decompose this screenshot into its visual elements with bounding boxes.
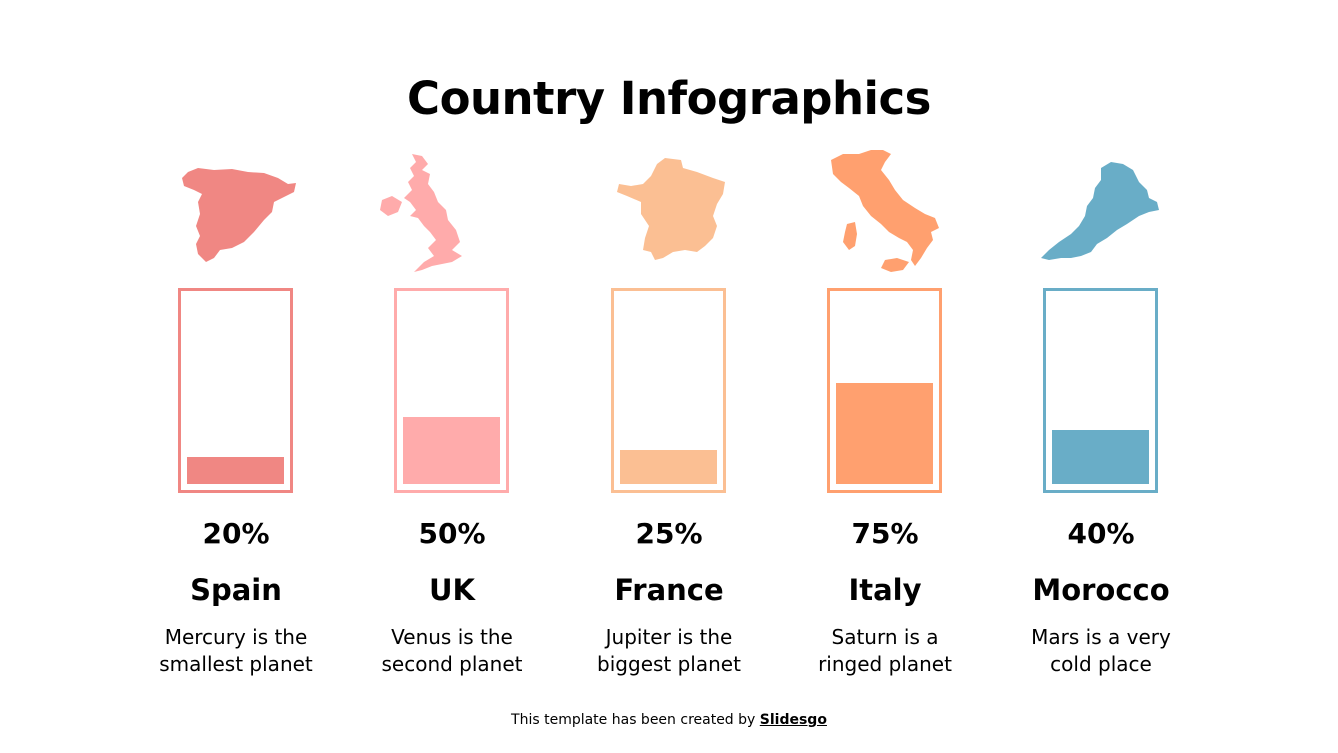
italy-map-icon	[831, 150, 939, 272]
country-column-uk: 50% UK Venus is the second planet	[344, 140, 560, 700]
morocco-map-icon	[1041, 162, 1159, 260]
country-column-morocco: 40% Morocco Mars is a very cold place	[993, 140, 1209, 700]
page-title: Country Infographics	[407, 72, 931, 125]
description-line: ringed planet	[818, 652, 952, 676]
bar-spain	[187, 457, 284, 484]
bar-morocco	[1052, 430, 1149, 484]
country-name: Spain	[190, 573, 282, 607]
country-description: Jupiter is the biggest planet	[561, 624, 777, 678]
bar-france	[620, 450, 717, 484]
country-column-italy: 75% Italy Saturn is a ringed planet	[777, 140, 993, 700]
footer-text: This template has been created by	[511, 712, 760, 728]
bar-italy	[836, 383, 933, 484]
country-description: Mercury is the smallest planet	[128, 624, 344, 678]
country-column-france: 25% France Jupiter is the biggest planet	[561, 140, 777, 700]
country-description: Venus is the second planet	[344, 624, 560, 678]
france-map-icon	[617, 158, 725, 260]
description-line: second planet	[381, 652, 523, 676]
description-line: biggest planet	[597, 652, 741, 676]
country-column-spain: 20% Spain Mercury is the smallest planet	[128, 140, 344, 700]
country-name: Morocco	[1032, 573, 1170, 607]
bar-frame	[394, 288, 509, 493]
value-label: 25%	[635, 517, 703, 550]
country-description: Mars is a very cold place	[993, 624, 1209, 678]
description-line: smallest planet	[159, 652, 313, 676]
description-line: Saturn is a	[831, 625, 939, 649]
bar-frame	[178, 288, 293, 493]
value-label: 20%	[202, 517, 270, 550]
description-line: Mars is a very	[1031, 625, 1171, 649]
bar-frame	[1043, 288, 1158, 493]
footer: This template has been created by Slides…	[0, 712, 1338, 728]
country-name: France	[614, 573, 724, 607]
country-name: Italy	[848, 573, 922, 607]
bar-frame	[611, 288, 726, 493]
spain-map-icon	[182, 168, 296, 262]
bar-frame	[827, 288, 942, 493]
country-description: Saturn is a ringed planet	[777, 624, 993, 678]
value-label: 40%	[1067, 517, 1135, 550]
value-label: 50%	[418, 517, 486, 550]
uk-map-icon	[380, 154, 462, 272]
bar-uk	[403, 417, 500, 484]
description-line: Jupiter is the	[605, 625, 733, 649]
description-line: Mercury is the	[164, 625, 308, 649]
value-label: 75%	[851, 517, 919, 550]
description-line: cold place	[1050, 652, 1152, 676]
description-line: Venus is the	[391, 625, 513, 649]
footer-brand-link[interactable]: Slidesgo	[759, 712, 827, 728]
country-name: UK	[428, 573, 476, 607]
